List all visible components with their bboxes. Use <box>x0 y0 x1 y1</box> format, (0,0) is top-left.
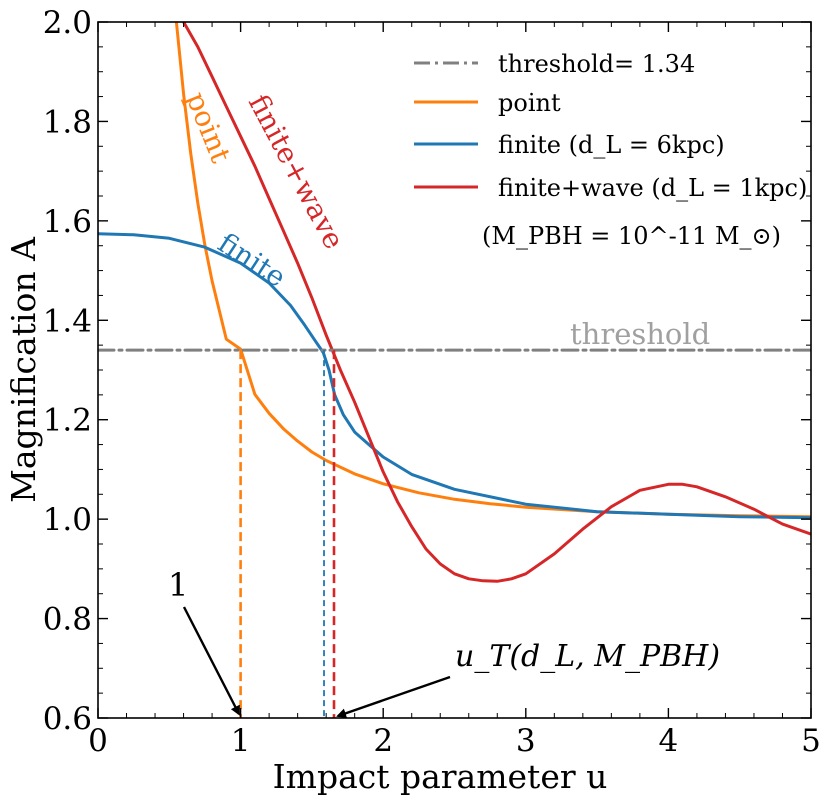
x-axis-title-text: Impact parameter u <box>273 757 608 796</box>
curve-label-finite: finite <box>212 226 292 294</box>
threshold-label: threshold <box>570 317 710 351</box>
y-axis-title: Magnification A <box>4 236 43 503</box>
arrow-ut <box>336 675 451 719</box>
legend: threshold= 1.34 point finite (d_L = 6kpc… <box>414 50 807 250</box>
y-tick-label: 1.8 <box>43 104 92 140</box>
series-point-line <box>174 22 811 519</box>
x-tick-label: 3 <box>516 723 536 759</box>
legend-label-wave: finite+wave (d_L = 1kpc) <box>498 174 807 202</box>
series-wave-line <box>182 22 811 583</box>
series-finite-line <box>98 232 811 520</box>
annotation-one: 1 <box>168 566 188 604</box>
legend-label-finite: finite (d_L = 6kpc) <box>498 131 725 159</box>
drop-lines <box>239 350 336 718</box>
x-tick-label: 5 <box>801 723 821 759</box>
arrow-one <box>182 606 241 716</box>
annotation-ut: u_T(d_L, M_PBH) <box>455 639 720 674</box>
y-tick-label: 0.6 <box>43 701 92 737</box>
tick-layer: 0 1 2 3 4 5 0.6 0.8 1.0 1.2 1.4 1.6 1.8 2.0 <box>43 5 821 759</box>
x-tick-label: 0 <box>88 723 108 759</box>
y-tick-label: 1.0 <box>43 502 92 538</box>
y-tick-label: 1.2 <box>43 403 92 439</box>
y-tick-label: 1.4 <box>43 303 92 339</box>
y-tick-label: 1.6 <box>43 204 92 240</box>
x-tick-label: 4 <box>659 723 679 759</box>
y-tick-label: 2.0 <box>43 5 92 41</box>
legend-note: (M_PBH = 10^-11 M_⊙) <box>482 222 781 250</box>
x-tick-label: 2 <box>373 723 393 759</box>
series-layer <box>98 22 811 583</box>
x-tick-label: 1 <box>231 723 251 759</box>
legend-label-threshold: threshold= 1.34 <box>498 50 695 78</box>
x-axis-title: Impact parameter u <box>273 757 608 796</box>
y-tick-label: 0.8 <box>43 602 92 638</box>
y-axis-title-text: Magnification A <box>4 236 43 503</box>
legend-label-point: point <box>498 89 561 117</box>
